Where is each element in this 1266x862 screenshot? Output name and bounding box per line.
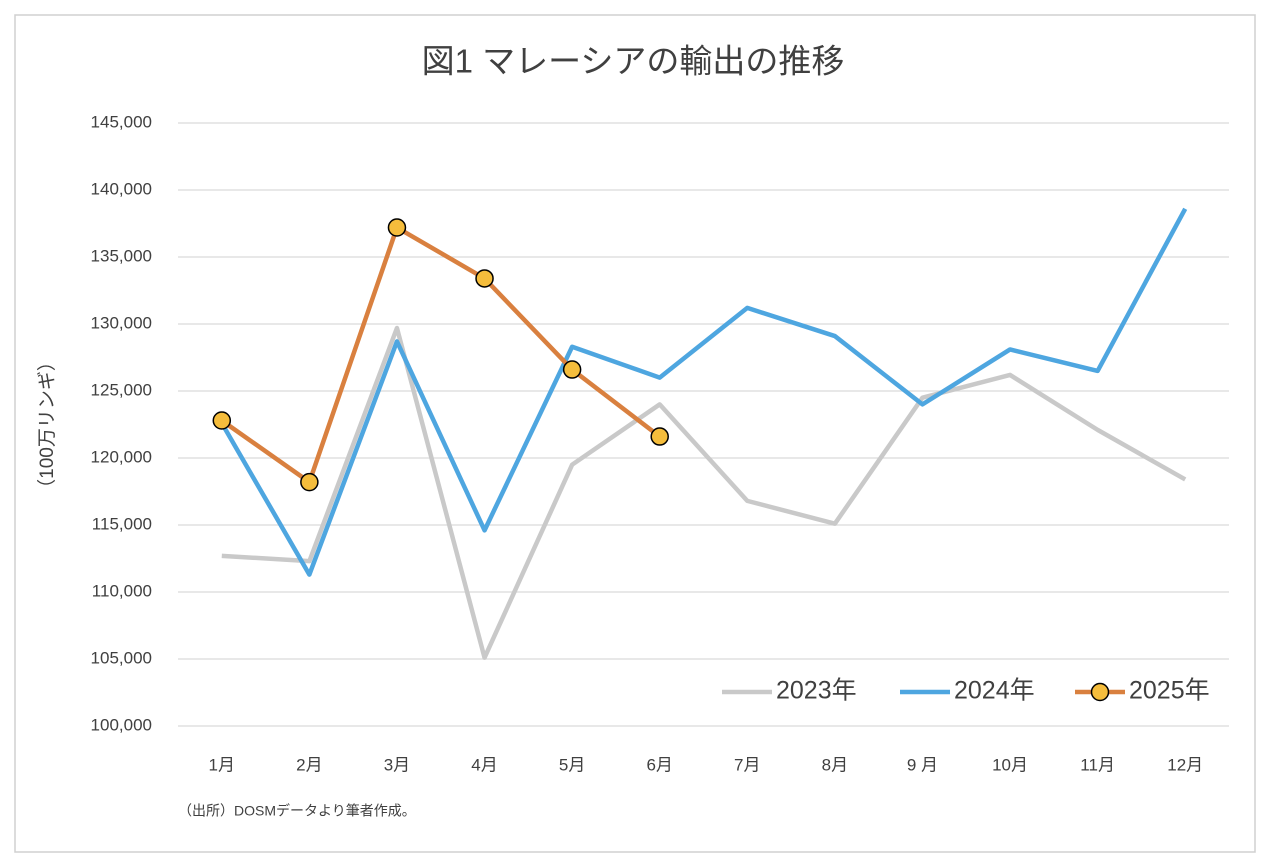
- data-point: [475, 269, 494, 288]
- y-tick-label: 125,000: [91, 380, 152, 399]
- x-tick-label: 11月: [1080, 755, 1115, 774]
- x-tick-label: 1月: [209, 755, 235, 774]
- data-point: [650, 427, 669, 446]
- data-point: [300, 472, 319, 492]
- y-axis-label: （100万リンギ）: [36, 352, 58, 498]
- x-tick-label: 5月: [559, 755, 585, 774]
- data-point: [212, 411, 232, 430]
- y-tick-label: 115,000: [92, 514, 152, 533]
- y-tick-label: 105,000: [91, 648, 152, 667]
- y-tick-label: 120,000: [91, 447, 152, 466]
- x-tick-label: 4月: [471, 755, 497, 774]
- x-tick-label: 7月: [734, 755, 760, 774]
- y-tick-label: 100,000: [91, 715, 152, 734]
- data-point: [562, 360, 582, 379]
- series-line: [221, 325, 1187, 660]
- series-line: [220, 225, 662, 485]
- x-tick-label: 8月: [822, 755, 848, 774]
- source-note: （出所）DOSMデータより筆者作成。: [178, 803, 416, 819]
- x-tick-label: 3月: [384, 755, 410, 774]
- series-line: [219, 207, 1188, 577]
- data-point: [387, 218, 407, 237]
- chart-border: [14, 14, 1256, 853]
- y-tick-label: 130,000: [91, 313, 152, 332]
- legend-marker: [1090, 682, 1110, 702]
- x-tick-label: 9 月: [907, 755, 938, 774]
- y-tick-label: 145,000: [91, 112, 152, 131]
- y-tick-label: 140,000: [91, 179, 152, 198]
- legend-label: 2025年: [1129, 677, 1210, 705]
- y-tick-label: 110,000: [92, 581, 152, 600]
- x-tick-label: 6月: [646, 755, 672, 774]
- x-tick-label: 10月: [992, 755, 1028, 774]
- legend-label: 2023年: [776, 677, 857, 705]
- x-tick-label: 2月: [296, 755, 322, 774]
- legend-label: 2024年: [954, 677, 1035, 705]
- y-tick-label: 135,000: [91, 246, 152, 265]
- chart-title: 図1 マレーシアの輸出の推移: [422, 43, 845, 80]
- x-tick-label: 12月: [1167, 755, 1203, 774]
